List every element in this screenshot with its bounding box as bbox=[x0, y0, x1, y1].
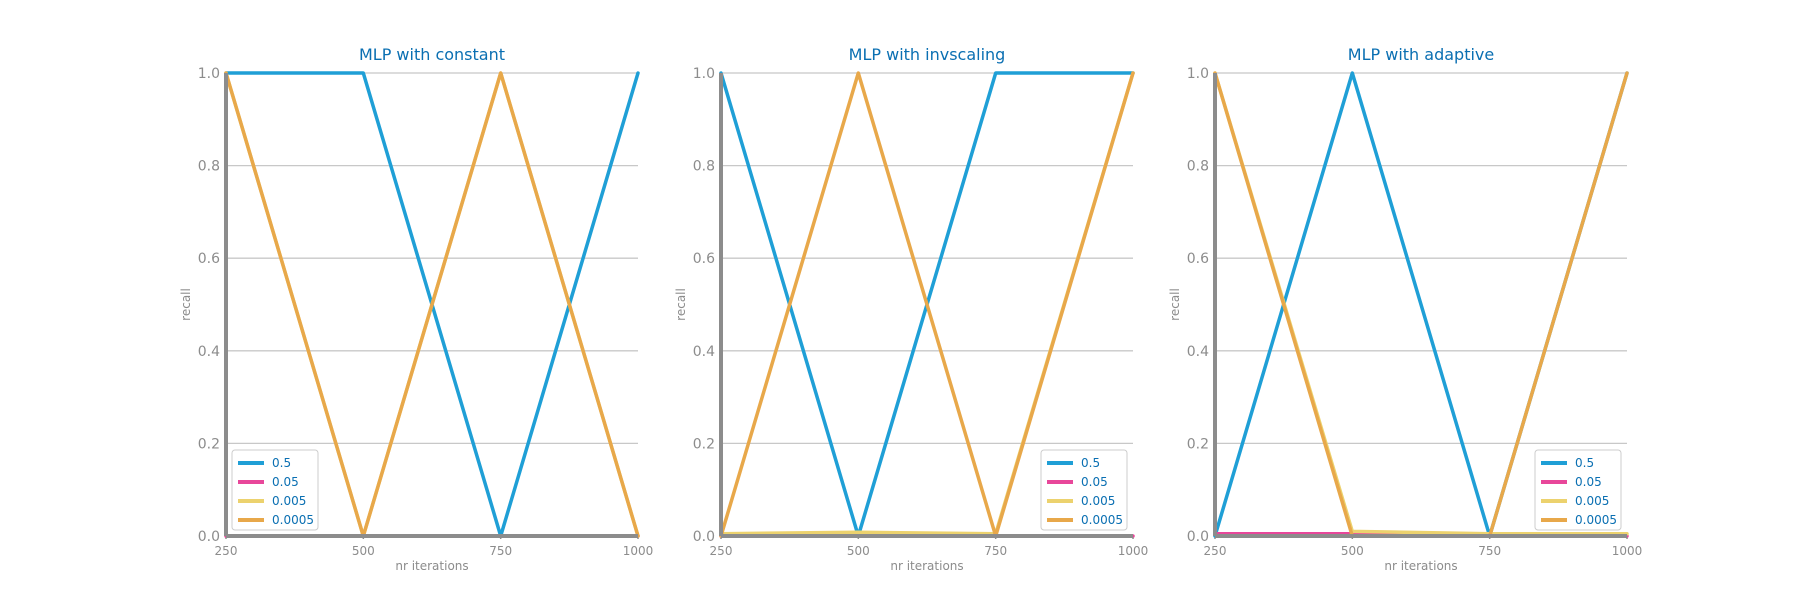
legend-label: 0.05 bbox=[1081, 475, 1108, 489]
y-tick-label: 0.4 bbox=[198, 344, 220, 360]
x-axis-label: nr iterations bbox=[890, 559, 963, 573]
x-tick-label: 750 bbox=[984, 544, 1007, 558]
y-tick-label: 1.0 bbox=[1187, 66, 1209, 82]
legend-label: 0.5 bbox=[1575, 456, 1594, 470]
legend: 0.5 0.05 0.005 0.0005 bbox=[1040, 449, 1128, 531]
y-tick-label: 0.0 bbox=[198, 529, 220, 545]
legend-label: 0.5 bbox=[272, 456, 291, 470]
x-tick-label: 750 bbox=[489, 544, 512, 558]
y-axis-label: recall bbox=[179, 288, 193, 321]
x-tick-label: 1000 bbox=[1612, 544, 1643, 558]
x-tick-label: 1000 bbox=[1118, 544, 1149, 558]
y-tick-label: 0.8 bbox=[1187, 159, 1209, 175]
x-tick-label: 750 bbox=[1478, 544, 1501, 558]
x-tick-label: 500 bbox=[352, 544, 375, 558]
y-tick-label: 0.4 bbox=[693, 344, 715, 360]
y-axis-label: recall bbox=[674, 288, 688, 321]
y-tick-label: 0.0 bbox=[1187, 529, 1209, 545]
chart-title: MLP with invscaling bbox=[849, 45, 1006, 64]
y-tick-label: 0.2 bbox=[1187, 436, 1209, 452]
chart-panel: 0.0 0.2 0.4 0.6 0.8 1.0 250 500 750 1000 nr iterat… bbox=[179, 45, 653, 573]
y-tick-label: 0.4 bbox=[1187, 344, 1209, 360]
y-tick-label: 1.0 bbox=[693, 66, 715, 82]
y-tick-label: 0.8 bbox=[693, 159, 715, 175]
x-tick-label: 250 bbox=[215, 544, 238, 558]
y-tick-label: 0.0 bbox=[693, 529, 715, 545]
x-axis-label: nr iterations bbox=[395, 559, 468, 573]
x-tick-label: 1000 bbox=[623, 544, 654, 558]
y-tick-label: 0.6 bbox=[693, 251, 715, 267]
x-tick-label: 500 bbox=[1341, 544, 1364, 558]
legend-label: 0.005 bbox=[272, 494, 306, 508]
x-tick-label: 250 bbox=[710, 544, 733, 558]
legend-box bbox=[1040, 449, 1128, 531]
legend-box bbox=[231, 449, 319, 531]
chart-panel: 0.0 0.2 0.4 0.6 0.8 1.0 250 500 750 1000 nr iterat… bbox=[674, 45, 1148, 573]
legend-label: 0.0005 bbox=[272, 513, 314, 527]
legend: 0.5 0.05 0.005 0.0005 bbox=[1534, 449, 1622, 531]
legend-label: 0.05 bbox=[1575, 475, 1602, 489]
legend-label: 0.5 bbox=[1081, 456, 1100, 470]
chart-panel: 0.0 0.2 0.4 0.6 0.8 1.0 250 500 750 1000 nr iterat… bbox=[1168, 45, 1642, 573]
y-axis-label: recall bbox=[1168, 288, 1182, 321]
y-tick-label: 0.2 bbox=[693, 436, 715, 452]
y-tick-label: 0.2 bbox=[198, 436, 220, 452]
x-tick-label: 500 bbox=[847, 544, 870, 558]
chart-title: MLP with adaptive bbox=[1348, 45, 1494, 64]
legend-label: 0.0005 bbox=[1575, 513, 1617, 527]
legend: 0.5 0.05 0.005 0.0005 bbox=[231, 449, 319, 531]
x-tick-label: 250 bbox=[1204, 544, 1227, 558]
legend-label: 0.005 bbox=[1081, 494, 1115, 508]
y-tick-label: 0.6 bbox=[198, 251, 220, 267]
legend-label: 0.005 bbox=[1575, 494, 1609, 508]
y-tick-label: 0.6 bbox=[1187, 251, 1209, 267]
y-tick-label: 0.8 bbox=[198, 159, 220, 175]
series-line-3 bbox=[224, 71, 640, 538]
legend-label: 0.05 bbox=[272, 475, 299, 489]
series-line-3 bbox=[719, 71, 1135, 538]
chart-title: MLP with constant bbox=[359, 45, 505, 64]
legend-label: 0.0005 bbox=[1081, 513, 1123, 527]
y-tick-label: 1.0 bbox=[198, 66, 220, 82]
legend-box bbox=[1534, 449, 1622, 531]
x-axis-label: nr iterations bbox=[1384, 559, 1457, 573]
